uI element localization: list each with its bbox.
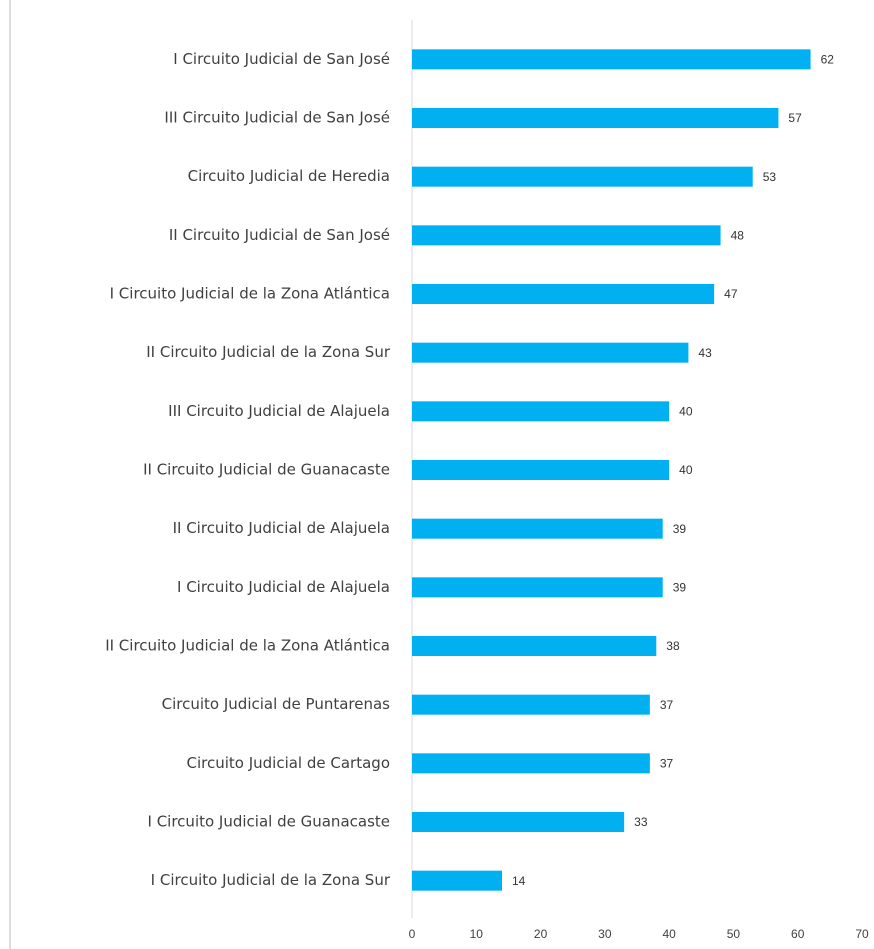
value-label: 37 [660, 757, 674, 771]
x-tick-label: 60 [791, 927, 805, 941]
value-label: 14 [512, 874, 526, 888]
category-label: I Circuito Judicial de San José [173, 50, 390, 68]
category-label: Circuito Judicial de Puntarenas [162, 695, 391, 713]
x-tick-label: 70 [855, 927, 869, 941]
category-label: II Circuito Judicial de la Zona Atlántic… [105, 637, 390, 655]
value-label: 40 [679, 405, 693, 419]
bar [412, 401, 670, 422]
category-label: III Circuito Judicial de San José [164, 109, 390, 127]
bar [412, 284, 715, 304]
value-label: 53 [763, 170, 777, 184]
x-tick-label: 10 [470, 927, 484, 941]
bar [412, 753, 650, 774]
x-tick-label: 30 [598, 927, 612, 941]
category-label: II Circuito Judicial de la Zona Sur [146, 343, 391, 361]
bar [412, 577, 663, 598]
bar [412, 166, 753, 187]
category-label: I Circuito Judicial de la Zona Atlántica [110, 285, 390, 303]
x-tick-label: 50 [727, 927, 741, 941]
category-label: III Circuito Judicial de Alajuela [168, 402, 390, 420]
value-label: 57 [788, 111, 802, 125]
bar [412, 460, 670, 480]
category-label: II Circuito Judicial de San José [169, 226, 390, 244]
bar [412, 342, 689, 363]
bar [412, 225, 721, 246]
bar [412, 636, 657, 656]
category-label: I Circuito Judicial de Alajuela [177, 578, 390, 596]
value-label: 37 [660, 698, 674, 712]
value-label: 39 [673, 581, 687, 595]
value-label: 48 [731, 229, 745, 243]
category-label: I Circuito Judicial de Guanacaste [148, 813, 390, 831]
value-label: 62 [821, 53, 835, 67]
bar [412, 812, 625, 832]
bar [412, 694, 650, 715]
bar [412, 49, 811, 70]
category-label: II Circuito Judicial de Alajuela [173, 519, 390, 537]
category-label: II Circuito Judicial de Guanacaste [143, 461, 390, 479]
bar [412, 108, 779, 128]
bar [412, 518, 663, 539]
x-tick-label: 40 [662, 927, 676, 941]
category-label: Circuito Judicial de Cartago [186, 754, 390, 772]
value-label: 47 [724, 287, 738, 301]
value-label: 33 [634, 815, 648, 829]
category-label: Circuito Judicial de Heredia [188, 167, 390, 185]
x-tick-label: 0 [409, 927, 416, 941]
category-label: I Circuito Judicial de la Zona Sur [151, 871, 391, 889]
value-label: 38 [666, 639, 680, 653]
bar [412, 870, 502, 891]
value-label: 40 [679, 463, 693, 477]
value-label: 39 [673, 522, 687, 536]
x-tick-label: 20 [534, 927, 548, 941]
value-label: 43 [698, 346, 712, 360]
